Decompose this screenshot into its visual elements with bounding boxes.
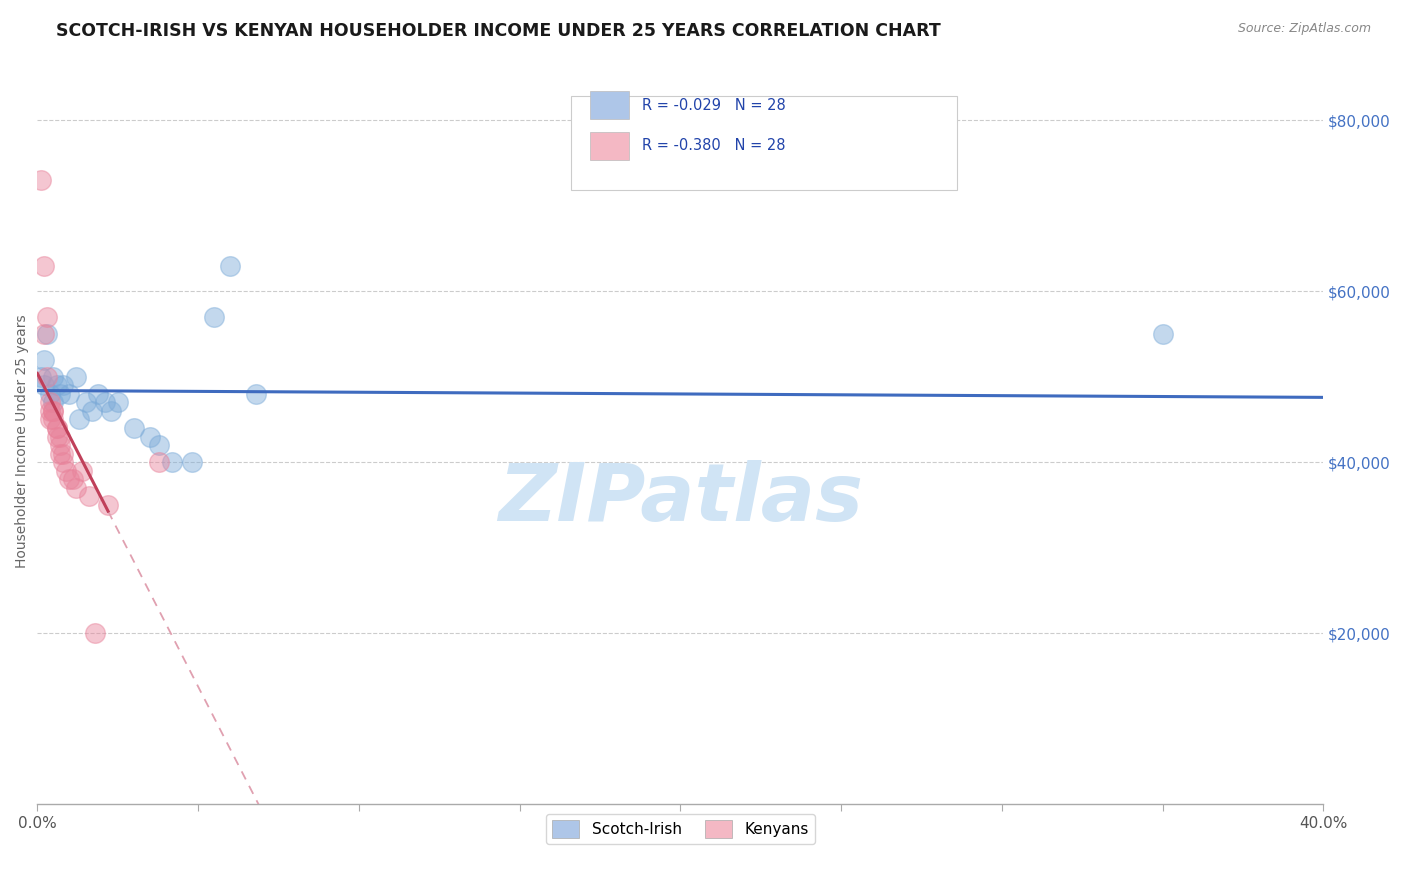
- Point: [52, 455, 75, 469]
- Point: [32, 352, 55, 367]
- Point: [148, 438, 170, 452]
- Legend: Scotch-Irish, Kenyans: Scotch-Irish, Kenyans: [546, 814, 815, 844]
- Bar: [591, 132, 628, 160]
- Point: [122, 421, 145, 435]
- Point: [219, 259, 242, 273]
- Point: [49, 429, 72, 443]
- Point: [42, 404, 65, 418]
- Point: [42, 404, 65, 418]
- Point: [39, 404, 62, 418]
- Point: [62, 472, 84, 486]
- Point: [49, 387, 72, 401]
- Point: [75, 395, 97, 409]
- Point: [84, 626, 107, 640]
- Text: SCOTCH-IRISH VS KENYAN HOUSEHOLDER INCOME UNDER 25 YEARS CORRELATION CHART: SCOTCH-IRISH VS KENYAN HOUSEHOLDER INCOM…: [56, 22, 941, 40]
- Point: [107, 395, 129, 409]
- Point: [45, 429, 67, 443]
- Point: [32, 378, 55, 392]
- Point: [49, 438, 72, 452]
- Point: [35, 326, 58, 341]
- Text: R = -0.029   N = 28: R = -0.029 N = 28: [641, 97, 786, 112]
- Point: [94, 395, 117, 409]
- Point: [67, 412, 90, 426]
- Point: [52, 447, 75, 461]
- Point: [80, 404, 103, 418]
- Point: [45, 421, 67, 435]
- Point: [39, 395, 62, 409]
- Point: [180, 455, 202, 469]
- Point: [35, 310, 58, 324]
- Point: [77, 490, 100, 504]
- Y-axis label: Householder Income Under 25 years: Householder Income Under 25 years: [15, 314, 30, 567]
- Point: [39, 412, 62, 426]
- Point: [100, 404, 122, 418]
- Point: [42, 395, 65, 409]
- Point: [35, 369, 58, 384]
- Point: [1152, 326, 1174, 341]
- Point: [45, 378, 67, 392]
- Point: [97, 498, 120, 512]
- Point: [202, 310, 225, 324]
- Point: [72, 464, 94, 478]
- Bar: [591, 91, 628, 119]
- Point: [58, 472, 80, 486]
- Point: [55, 464, 77, 478]
- Point: [245, 387, 267, 401]
- Point: [148, 455, 170, 469]
- Point: [32, 326, 55, 341]
- Point: [42, 412, 65, 426]
- FancyBboxPatch shape: [571, 95, 956, 190]
- Text: R = -0.380   N = 28: R = -0.380 N = 28: [641, 138, 785, 153]
- Point: [87, 387, 110, 401]
- Point: [45, 421, 67, 435]
- Point: [49, 447, 72, 461]
- Point: [162, 455, 184, 469]
- Text: ZIPatlas: ZIPatlas: [498, 460, 863, 538]
- Point: [32, 259, 55, 273]
- Point: [30, 173, 52, 187]
- Point: [30, 369, 52, 384]
- Point: [42, 369, 65, 384]
- Point: [52, 378, 75, 392]
- Point: [139, 429, 162, 443]
- Point: [65, 369, 87, 384]
- Point: [65, 481, 87, 495]
- Text: Source: ZipAtlas.com: Source: ZipAtlas.com: [1237, 22, 1371, 36]
- Point: [39, 387, 62, 401]
- Point: [58, 387, 80, 401]
